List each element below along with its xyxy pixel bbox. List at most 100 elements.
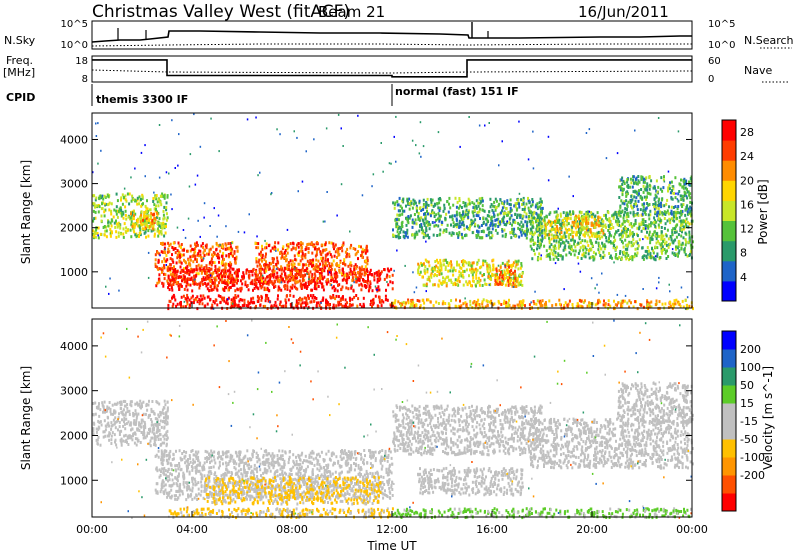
power-cell	[490, 218, 493, 222]
power-cell	[683, 194, 686, 198]
power-cell	[109, 234, 112, 238]
power-cell	[440, 222, 443, 226]
power-cell	[568, 299, 571, 303]
power-cell	[512, 271, 515, 275]
power-cell	[503, 299, 506, 303]
power-cell	[580, 257, 583, 260]
power-cell	[317, 301, 320, 305]
power-cell	[181, 277, 184, 281]
power-cell	[630, 194, 633, 198]
power-cell	[196, 268, 199, 272]
power-cell	[561, 255, 564, 259]
power-noise-cell	[371, 185, 373, 188]
power-cell	[239, 287, 242, 291]
power-cell	[616, 223, 619, 227]
power-cell	[325, 304, 327, 308]
power-cell	[459, 271, 462, 275]
power-cell	[643, 180, 646, 184]
power-cell	[503, 271, 506, 275]
power-cell	[158, 273, 161, 277]
power-cell	[601, 235, 604, 239]
power-cell	[433, 202, 436, 206]
power-cell	[534, 241, 537, 245]
power-cell	[535, 302, 538, 306]
power-cell	[167, 303, 170, 307]
power-cell	[320, 274, 323, 278]
power-cell	[439, 228, 442, 232]
power-cell	[686, 190, 689, 194]
power-cell	[376, 280, 379, 284]
power-cell	[297, 251, 300, 255]
power-cell	[276, 259, 279, 263]
power-cell	[449, 278, 452, 282]
power-cell	[204, 278, 207, 282]
power-cell	[470, 270, 473, 274]
power-cell	[315, 305, 318, 309]
power-cell	[271, 246, 274, 250]
power-cell	[506, 268, 509, 272]
power-cell	[344, 273, 347, 277]
power-cell	[554, 246, 557, 250]
power-cell	[295, 303, 298, 307]
power-cell	[178, 287, 181, 291]
power-cell	[452, 232, 455, 236]
power-cell	[303, 254, 306, 258]
power-cell	[557, 246, 560, 250]
power-cell	[171, 288, 174, 292]
power-cell	[582, 252, 585, 255]
power-cell	[402, 230, 405, 234]
power-cell	[439, 264, 442, 268]
power-cell	[555, 210, 558, 214]
power-cell	[535, 203, 538, 207]
power-cell	[459, 305, 462, 309]
power-cell	[298, 279, 301, 283]
power-cell	[279, 274, 282, 278]
power-cell	[248, 276, 251, 280]
power-cell	[301, 253, 304, 257]
power-cell	[306, 259, 309, 263]
power-cell	[633, 232, 635, 236]
power-cell	[458, 280, 461, 284]
power-cell	[172, 241, 175, 245]
power-cell	[418, 264, 421, 268]
power-cell	[487, 274, 490, 278]
power-cell	[531, 200, 534, 204]
power-cell	[613, 235, 616, 239]
power-cell	[311, 273, 314, 277]
power-cell	[576, 302, 579, 306]
power-cell	[645, 206, 648, 210]
power-cell	[269, 249, 272, 253]
power-cell	[676, 211, 679, 214]
power-cell	[493, 273, 496, 277]
power-cell	[535, 220, 537, 224]
power-cell	[473, 224, 476, 228]
power-cell	[267, 297, 270, 301]
power-cell	[675, 235, 678, 239]
power-cell	[512, 230, 515, 234]
power-cell	[444, 277, 447, 281]
power-cell	[323, 269, 326, 273]
power-cell	[475, 303, 478, 307]
power-cell	[173, 295, 176, 299]
power-cell	[213, 278, 216, 282]
power-cell	[646, 191, 649, 195]
power-cell	[469, 268, 471, 272]
power-cell	[326, 301, 329, 305]
power-cell	[119, 226, 122, 230]
power-cell	[422, 205, 425, 209]
power-cell	[562, 222, 565, 226]
power-cell	[473, 206, 476, 210]
power-cell	[516, 262, 519, 266]
power-cell	[292, 246, 295, 250]
power-cell	[660, 205, 663, 209]
power-cell	[129, 228, 132, 232]
power-cell	[419, 270, 422, 274]
power-cell	[177, 284, 180, 288]
power-cell	[259, 284, 262, 288]
power-cell	[585, 210, 588, 214]
power-cell	[648, 255, 651, 259]
power-cell	[460, 215, 463, 219]
power-cell	[349, 246, 352, 250]
power-cell	[428, 227, 431, 231]
power-cell	[572, 224, 575, 228]
